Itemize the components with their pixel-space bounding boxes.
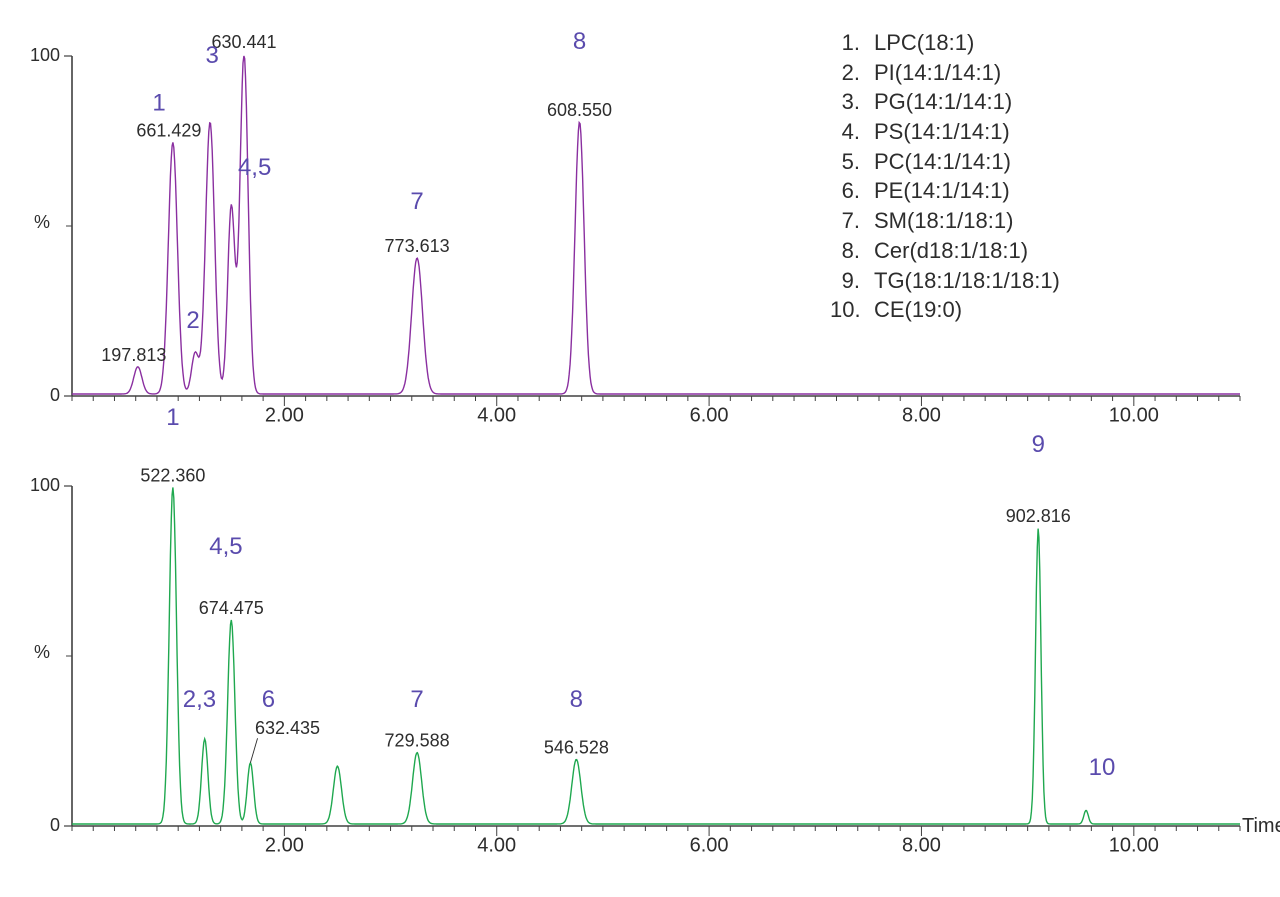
peak-id-label: 1 (166, 404, 179, 431)
peak-id-label: 4,5 (238, 154, 271, 181)
legend-item-number: 7. (830, 206, 860, 236)
legend-item: 4. PS(14:1/14:1) (830, 117, 1094, 147)
mass-label: 197.813 (101, 345, 166, 365)
x-tick-label: 8.00 (902, 405, 941, 427)
mass-label: 902.816 (1006, 506, 1071, 526)
legend-item-label: LPC(18:1) (874, 28, 1094, 58)
peak-id-label: 10 (1089, 754, 1116, 781)
chromatogram-trace-bottom (72, 487, 1240, 824)
x-axis-title: Time (1242, 815, 1280, 837)
legend-item-label: TG(18:1/18:1/18:1) (874, 266, 1094, 296)
peak-id-label: 2 (186, 307, 199, 334)
x-tick-label: 4.00 (477, 835, 516, 857)
legend-item-number: 4. (830, 117, 860, 147)
peak-id-label: 7 (410, 188, 423, 215)
y-tick-label: 0 (50, 385, 60, 405)
x-tick-label: 8.00 (902, 835, 941, 857)
x-tick-label: 2.00 (265, 405, 304, 427)
legend-item-number: 9. (830, 266, 860, 296)
legend-item-number: 6. (830, 176, 860, 206)
y-axis-unit: % (34, 642, 50, 662)
y-tick-label: 100 (30, 45, 60, 65)
legend-item-label: SM(18:1/18:1) (874, 206, 1094, 236)
legend-item-label: PE(14:1/14:1) (874, 176, 1094, 206)
x-tick-label: 4.00 (477, 405, 516, 427)
mass-label: 729.588 (385, 731, 450, 751)
mass-leader (250, 738, 257, 763)
peak-id-label: 8 (573, 28, 586, 55)
x-tick-label: 10.00 (1109, 835, 1159, 857)
mass-label: 546.528 (544, 737, 609, 757)
legend-item-label: PC(14:1/14:1) (874, 147, 1094, 177)
x-tick-label: 6.00 (690, 835, 729, 857)
y-axis-unit: % (34, 212, 50, 232)
peak-id-label: 1 (152, 89, 165, 116)
mass-label: 608.550 (547, 100, 612, 120)
legend-item: 8. Cer(d18:1/18:1) (830, 236, 1094, 266)
legend-item: 2. PI(14:1/14:1) (830, 58, 1094, 88)
legend-item-label: CE(19:0) (874, 295, 1094, 325)
mass-label: 773.613 (385, 236, 450, 256)
peak-id-label: 2,3 (183, 686, 216, 713)
legend-box: 1. LPC(18:1) 2. PI(14:1/14:1) 3. PG(14:1/14:1… (830, 28, 1094, 325)
legend-item-label: PS(14:1/14:1) (874, 117, 1094, 147)
legend-item-number: 2. (830, 58, 860, 88)
legend-item-number: 8. (830, 236, 860, 266)
legend-item: 10. CE(19:0) (830, 295, 1094, 325)
x-tick-label: 6.00 (690, 405, 729, 427)
peak-id-label: 4,5 (209, 533, 242, 560)
legend-item-number: 1. (830, 28, 860, 58)
x-tick-label: 10.00 (1109, 405, 1159, 427)
legend-item: 6. PE(14:1/14:1) (830, 176, 1094, 206)
legend-item-number: 3. (830, 87, 860, 117)
peak-id-label: 6 (262, 686, 275, 713)
legend-item: 9. TG(18:1/18:1/18:1) (830, 266, 1094, 296)
peak-id-label: 7 (410, 686, 423, 713)
mass-label: 630.441 (211, 32, 276, 52)
legend-item: 1. LPC(18:1) (830, 28, 1094, 58)
mass-label: 674.475 (199, 598, 264, 618)
y-tick-label: 100 (30, 475, 60, 495)
chromatogram-figure: 0100%2.004.006.008.0010.00197.813661.429… (0, 0, 1280, 897)
peak-id-label: 3 (205, 42, 218, 69)
y-tick-label: 0 (50, 815, 60, 835)
mass-label: 522.360 (140, 465, 205, 485)
legend-item-label: Cer(d18:1/18:1) (874, 236, 1094, 266)
legend-item-number: 10. (830, 295, 860, 325)
legend-item-label: PG(14:1/14:1) (874, 87, 1094, 117)
legend-item: 7. SM(18:1/18:1) (830, 206, 1094, 236)
peak-id-label: 8 (570, 686, 583, 713)
mass-label: 632.435 (255, 718, 320, 738)
legend-item: 3. PG(14:1/14:1) (830, 87, 1094, 117)
mass-label: 661.429 (136, 120, 201, 140)
legend-item-number: 5. (830, 147, 860, 177)
panel-bottom: 0 100% 2.00 4.00 6.00 8.00 10.00 522.360 674.475… (30, 404, 1240, 857)
x-tick-label: 2.00 (265, 835, 304, 857)
legend-item-label: PI(14:1/14:1) (874, 58, 1094, 88)
legend-item: 5. PC(14:1/14:1) (830, 147, 1094, 177)
peak-id-label: 9 (1032, 431, 1045, 458)
